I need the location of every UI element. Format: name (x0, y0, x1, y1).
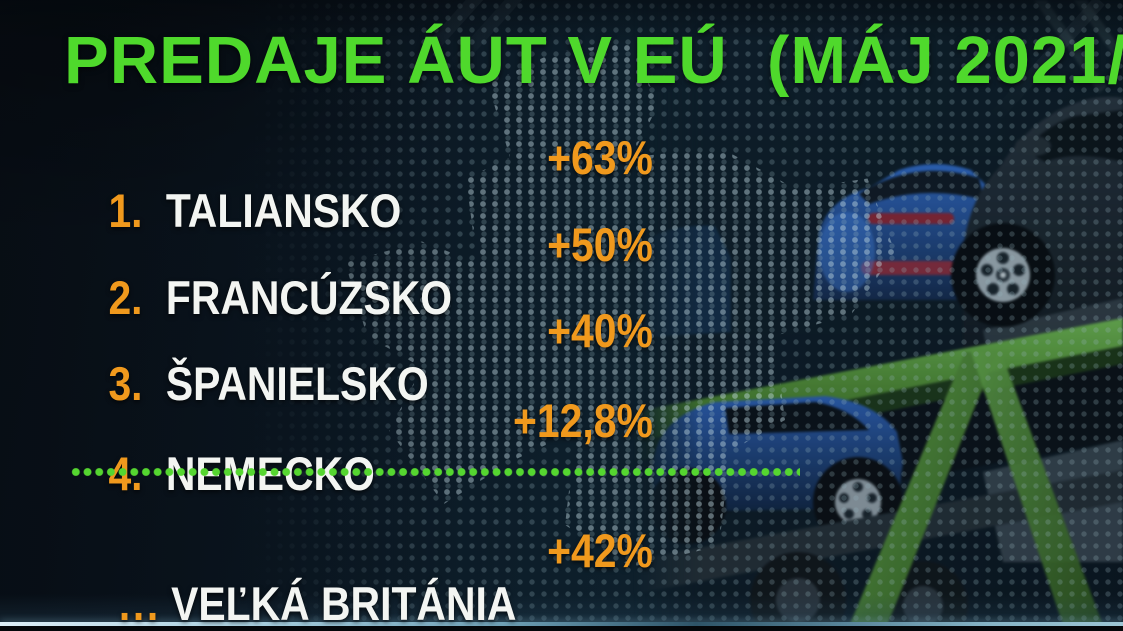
rank-ellipsis: ... (118, 576, 161, 630)
bottom-band (0, 594, 1123, 622)
ranking-row-3: 3. ŠPANIELSKO +40% (63, 304, 653, 516)
ranking-row-2: 2. FRANCÚZSKO +50% (63, 218, 653, 430)
rank-number: 2. (108, 270, 143, 324)
dotted-separator (70, 466, 800, 478)
country-name: FRANCÚZSKO (165, 270, 453, 324)
uk-row: ... VEĽKÁ BRITÁNIA +42% (63, 524, 653, 631)
bottom-edge (0, 626, 1123, 631)
percent-value: +40% (547, 304, 653, 357)
page-title: PREDAJE ÁUT V EÚ (MÁJ 2021/2020) (64, 23, 1123, 98)
percent-value: +42% (547, 524, 653, 577)
percent-value: +50% (547, 218, 653, 271)
country-name: VEĽKÁ BRITÁNIA (171, 576, 517, 630)
country-name: ŠPANIELSKO (165, 356, 429, 410)
percent-value: +63% (547, 131, 653, 184)
percent-value: +12,8% (513, 394, 653, 447)
bottom-glow-line (0, 622, 1123, 626)
rank-number: 1. (108, 183, 143, 237)
ranking-row-1: 1. TALIANSKO +63% (63, 131, 653, 343)
country-name: TALIANSKO (165, 183, 402, 237)
rank-number: 3. (108, 356, 143, 410)
